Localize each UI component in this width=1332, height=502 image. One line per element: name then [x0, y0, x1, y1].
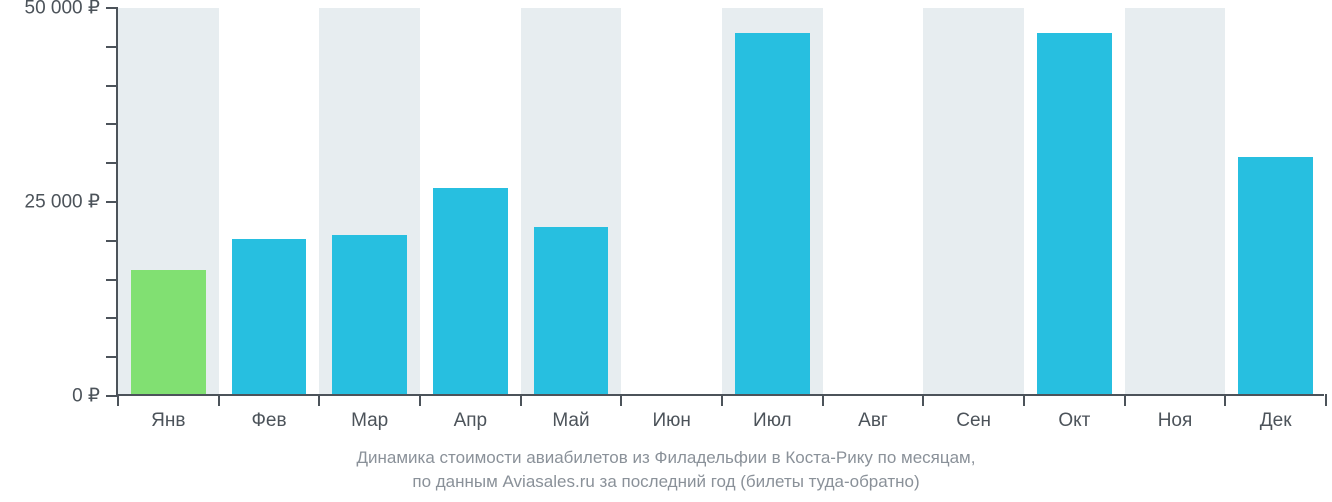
price-chart: Янв Фев Мар Апр Май Июн Июл Авг Сен Окт Ноя Дек 0 ₽ 2… [0, 0, 1332, 502]
plot-area: ЯнвФевМарАпрМайИюнИюлАвгСенОктНояДек0 ₽2… [116, 8, 1324, 396]
chart-caption-line2: по данным Aviasales.ru за последний год … [0, 472, 1332, 492]
grid-column [923, 8, 1024, 394]
y-tick [106, 46, 118, 48]
bar [232, 239, 306, 394]
x-axis-label: Мар [351, 394, 388, 432]
x-tick [520, 394, 522, 406]
x-tick [620, 394, 622, 406]
x-tick [1124, 394, 1126, 406]
x-axis-label: Ноя [1158, 394, 1193, 432]
x-tick [1023, 394, 1025, 406]
grid-column [1125, 8, 1226, 394]
bar [1037, 33, 1111, 394]
bar [131, 270, 205, 394]
x-tick [419, 394, 421, 406]
x-axis-label: Июл [753, 394, 792, 432]
x-tick [318, 394, 320, 406]
x-tick [822, 394, 824, 406]
y-tick [106, 85, 118, 87]
y-tick [106, 162, 118, 164]
bar [534, 227, 608, 394]
x-tick [922, 394, 924, 406]
y-tick [106, 356, 118, 358]
x-tick [1224, 394, 1226, 406]
x-axis-label: Апр [454, 394, 488, 432]
x-tick [218, 394, 220, 406]
bar [1238, 157, 1312, 394]
grid-column [621, 8, 722, 394]
bar [332, 235, 406, 394]
y-tick [106, 123, 118, 125]
grid-column [823, 8, 924, 394]
bar [735, 33, 809, 394]
y-axis-label: 50 000 ₽ [25, 0, 118, 20]
x-axis-label: Янв [151, 394, 185, 432]
x-axis-label: Дек [1260, 394, 1292, 432]
x-axis-label: Сен [956, 394, 991, 432]
y-tick [106, 240, 118, 242]
y-axis-label: 0 ₽ [72, 385, 118, 408]
x-axis-label: Фев [251, 394, 286, 432]
y-tick [106, 317, 118, 319]
x-tick [1325, 394, 1327, 406]
bar [433, 188, 507, 394]
chart-caption-line1: Динамика стоимости авиабилетов из Филаде… [0, 448, 1332, 468]
y-axis-label: 25 000 ₽ [25, 191, 118, 214]
x-tick [721, 394, 723, 406]
x-axis-label: Май [552, 394, 589, 432]
y-tick [106, 279, 118, 281]
x-axis-label: Июн [652, 394, 690, 432]
x-axis-label: Окт [1058, 394, 1090, 432]
x-axis-label: Авг [858, 394, 888, 432]
